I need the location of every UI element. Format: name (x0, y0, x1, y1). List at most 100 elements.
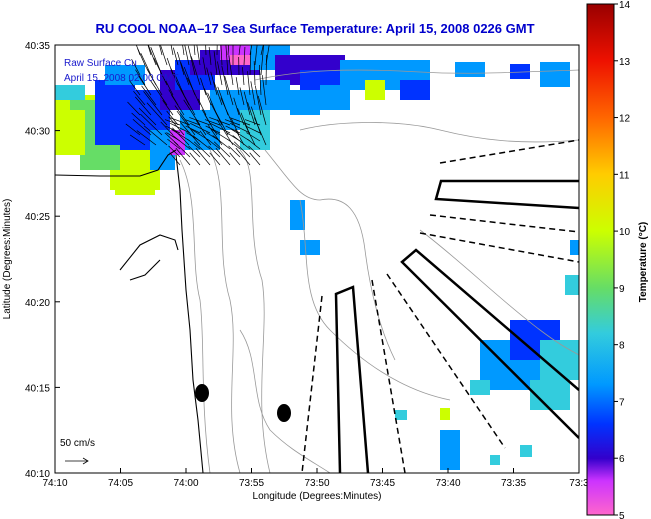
current-vector (187, 77, 201, 106)
current-vector (149, 79, 168, 106)
current-vector (207, 138, 221, 150)
sst-cell (115, 175, 155, 195)
overlay-label-currents: Raw Surface Cu (64, 58, 137, 69)
x-axis-label: Longitude (Degrees:Minutes) (253, 491, 382, 502)
current-vector (233, 141, 251, 158)
current-vector (175, 147, 191, 166)
x-tick-label: 73:45 (370, 478, 395, 489)
colorbar-tick-label: 11 (619, 170, 630, 181)
current-vector (125, 123, 141, 136)
colorbar-tick-label: 12 (619, 114, 631, 125)
current-vector (192, 135, 211, 150)
current-vector (166, 57, 174, 76)
current-vector (261, 75, 267, 106)
current-vector (213, 51, 218, 76)
current-vector (195, 147, 211, 166)
sst-cell (470, 380, 490, 395)
current-vector (229, 117, 251, 126)
current-vector (242, 67, 245, 86)
x-tick-label: 73:3 (569, 478, 589, 489)
colorbar-label: Temperature (°C) (638, 222, 649, 303)
current-vector (180, 88, 196, 116)
current-vector (137, 74, 152, 96)
current-vector (243, 91, 251, 116)
current-vector (166, 110, 179, 126)
colorbar-tick-label: 13 (619, 57, 631, 68)
current-vector (170, 123, 191, 134)
bathymetry-contour (254, 69, 579, 81)
sst-cell (510, 64, 530, 79)
overlay-label-time: April 15, 2008 02:00 GMT (64, 73, 179, 84)
transect-line (386, 273, 506, 449)
current-vector (206, 67, 212, 86)
current-vector (216, 119, 234, 146)
tracks-layer (301, 139, 579, 473)
current-vector (196, 45, 201, 66)
current-vector (190, 123, 211, 134)
transect-line (371, 279, 406, 473)
colorbar-tick-label: 10 (619, 227, 631, 238)
x-tick-label: 73:35 (501, 478, 526, 489)
current-vector (187, 138, 201, 150)
y-axis-ticks: 40:35 40:30 40:25 40:20 40:15 40:10 (25, 41, 60, 480)
current-vector (131, 112, 146, 126)
y-tick-label: 40:20 (25, 298, 50, 309)
scale-label: 50 cm/s (60, 438, 95, 449)
coastline-segment (175, 154, 204, 473)
sst-cell (105, 65, 145, 85)
current-vector (234, 129, 245, 146)
current-vector (250, 81, 256, 106)
current-vector (187, 45, 196, 76)
x-tick-label: 73:40 (435, 478, 460, 489)
sst-cell (400, 80, 430, 100)
current-vector (143, 91, 163, 116)
current-vector (172, 135, 191, 150)
current-vector (247, 138, 261, 150)
current-vector (239, 87, 245, 106)
current-vector (171, 129, 191, 142)
current-vector (180, 62, 190, 86)
current-vector (160, 45, 168, 66)
current-vector (202, 57, 207, 76)
y-tick-label: 40:15 (25, 383, 50, 394)
current-vector (183, 99, 201, 126)
survey-box-southeast (400, 248, 579, 439)
current-vector (253, 61, 256, 86)
current-vector (227, 45, 230, 56)
bathymetry-contour (299, 122, 579, 143)
current-vector (177, 51, 185, 76)
current-vector (190, 56, 201, 86)
current-vector (173, 47, 179, 66)
bathymetry-contour (299, 199, 451, 401)
x-tick-label: 74:10 (42, 478, 67, 489)
current-vector (167, 138, 181, 150)
current-vector (220, 97, 234, 126)
survey-box-south (334, 285, 370, 473)
y-axis-label: Latitude (Degrees:Minutes) (2, 199, 13, 320)
current-vector (162, 100, 174, 116)
current-vector (260, 45, 264, 56)
sst-cell (320, 85, 350, 110)
current-vector (248, 145, 261, 158)
current-vector (141, 85, 157, 106)
current-vector (209, 117, 231, 126)
transect-line (429, 214, 579, 233)
bathymetry-contour (239, 329, 331, 473)
current-vector (213, 82, 223, 106)
current-vector (244, 119, 261, 126)
current-vector (221, 65, 229, 96)
current-vector (211, 129, 231, 142)
colorbar-tick-label: 14 (619, 0, 631, 11)
current-vector (131, 58, 141, 76)
sst-cell (290, 90, 320, 115)
current-vector (200, 77, 207, 96)
current-vector (168, 116, 185, 136)
current-vector (174, 105, 190, 126)
current-vector (224, 119, 241, 126)
sst-cell (565, 275, 579, 295)
current-vector (173, 72, 185, 96)
current-vector (215, 147, 231, 166)
station-marker (277, 404, 291, 422)
sst-cell (440, 408, 450, 420)
transect-line (419, 232, 579, 263)
